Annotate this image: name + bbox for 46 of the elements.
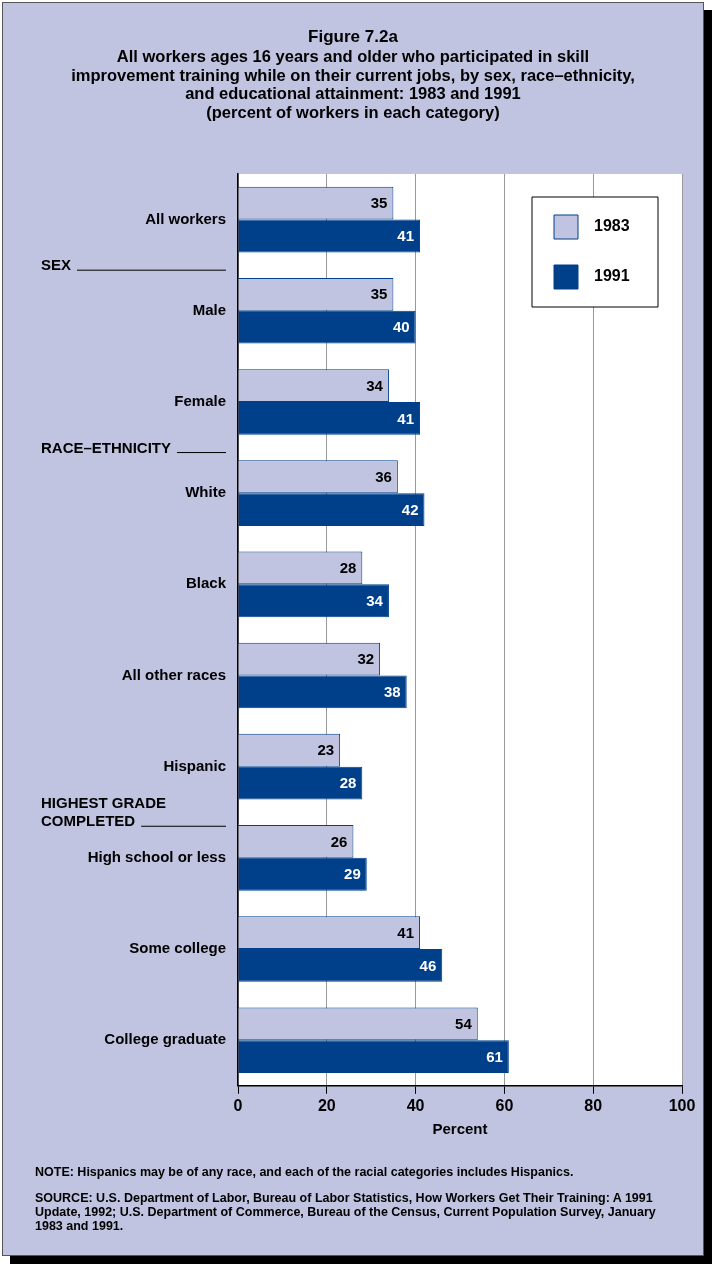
data-label: 41 (397, 923, 415, 941)
x-tick-label: 80 (584, 1096, 603, 1114)
x-tick-label: 40 (406, 1096, 425, 1114)
y-tick-label: Black (185, 574, 227, 592)
y-tick-label: Hispanic (163, 756, 226, 774)
source-note: SOURCE: U.S. Department of Labor, Bureau of Labor Statistics, How Workers Get Their Training: A 1991 Update, 1992; U.S. Department of Commerce, Bureau of the Census, Current Population Survey, January 1983 and 1991. (35, 1191, 657, 1233)
x-tick-label: 20 (317, 1096, 336, 1114)
x-tick-label: 60 (495, 1096, 514, 1114)
y-tick-label: Some college (129, 939, 226, 957)
data-label: 34 (366, 591, 384, 609)
data-label: 41 (397, 409, 415, 427)
y-tick-label: College graduate (104, 1030, 226, 1048)
data-label: 35 (370, 194, 388, 212)
x-axis-title: Percent (432, 1120, 488, 1138)
data-label: 42 (401, 500, 419, 518)
y-tick-label: White (185, 483, 226, 501)
legend-label: 1991 (594, 267, 630, 285)
y-tick-label: Male (192, 300, 226, 318)
chart-title: Figure 7.2a (307, 27, 399, 46)
data-label: 28 (339, 559, 357, 577)
data-label: 38 (384, 683, 401, 701)
y-tick-label: All other races (121, 665, 226, 683)
text: NOTE: Hispanics may be of any race, and each of the racial categories includes Hispanics. (35, 1165, 575, 1179)
x-tick-label: 0 (233, 1096, 243, 1114)
text: HIGHEST GRADE COMPLETED (41, 794, 167, 830)
text: SEX (41, 256, 72, 274)
text: RACE–ETHNICITY (41, 438, 172, 456)
data-label: 29 (344, 865, 361, 883)
data-label: 46 (419, 956, 437, 974)
data-label: 41 (397, 227, 415, 245)
data-label: 36 (375, 467, 392, 485)
legend-label: 1983 (594, 217, 630, 235)
data-label: 28 (339, 774, 357, 792)
data-label: 34 (366, 376, 384, 394)
data-label: 26 (330, 832, 348, 850)
y-tick-label: All workers (145, 209, 226, 227)
data-label: 40 (392, 318, 410, 336)
x-tick-label: 100 (668, 1096, 696, 1114)
data-label: 61 (486, 1047, 503, 1065)
data-label: 32 (357, 650, 375, 668)
y-tick-label: Female (174, 392, 226, 410)
data-label: 54 (455, 1014, 473, 1032)
data-label: 23 (317, 741, 335, 759)
chart-subtitle: All workers ages 16 years and older who participated in skill improvement training while on their current jobs, by sex, race–ethnicity, and educational attainment: 1983 and 1991 (percent of workers in each category) (70, 47, 636, 121)
data-label: 35 (370, 285, 388, 303)
y-tick-label: High school or less (87, 847, 226, 865)
